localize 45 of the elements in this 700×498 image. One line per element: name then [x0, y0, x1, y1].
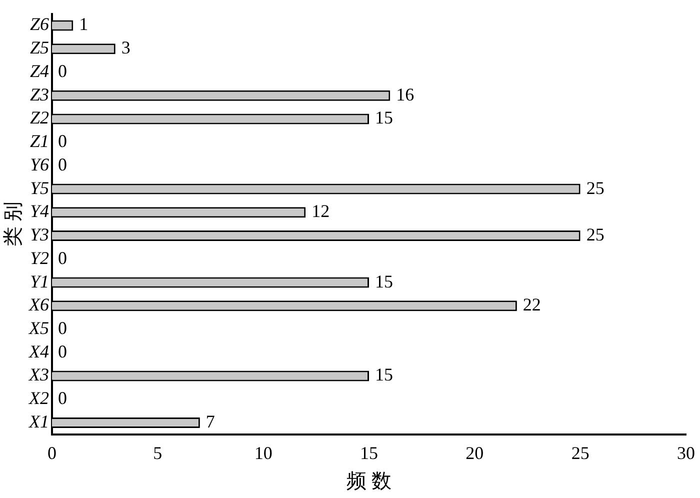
y-tick-label: Y3 — [30, 224, 49, 245]
data-label: 0 — [58, 60, 67, 81]
x-tick-label: 15 — [360, 442, 378, 463]
y-tick-label: Z3 — [30, 84, 49, 104]
y-axis-title: 类 别 — [2, 202, 24, 247]
y-tick-label: Z6 — [30, 14, 49, 34]
y-tick-label: Y1 — [30, 271, 49, 292]
y-tick-label: Y4 — [30, 201, 49, 222]
y-tick-label: Y5 — [30, 178, 49, 198]
data-label: 1 — [79, 14, 88, 34]
data-label: 0 — [58, 341, 67, 362]
data-label: 0 — [58, 154, 67, 174]
data-label: 16 — [396, 84, 414, 104]
x-tick-label: 30 — [677, 442, 695, 463]
data-label: 3 — [121, 38, 130, 58]
x-tick-label: 0 — [47, 442, 56, 463]
data-label: 0 — [58, 131, 67, 152]
y-tick-label: Y6 — [30, 154, 49, 174]
data-label: 25 — [586, 224, 604, 245]
y-tick-label: X5 — [28, 318, 49, 338]
x-tick-label: 10 — [254, 442, 272, 463]
data-label: 15 — [375, 108, 393, 128]
data-label: 12 — [312, 201, 330, 222]
x-tick-label: 20 — [466, 442, 484, 463]
x-tick-label: 5 — [153, 442, 162, 463]
y-tick-label: X1 — [28, 411, 49, 432]
data-label: 15 — [375, 364, 393, 385]
data-label: 15 — [375, 271, 393, 292]
data-label: 22 — [522, 294, 541, 315]
data-label: 0 — [58, 388, 67, 408]
x-tick-label: 25 — [571, 442, 590, 463]
data-label: 7 — [206, 411, 215, 432]
data-label: 0 — [58, 318, 67, 338]
y-tick-label: Z2 — [30, 108, 49, 128]
y-tick-label: Z5 — [30, 38, 49, 58]
y-tick-label: Z4 — [30, 60, 49, 81]
y-tick-label: X6 — [28, 294, 49, 315]
x-axis-title: 频 数 — [346, 470, 392, 492]
y-tick-label: X3 — [28, 364, 49, 385]
y-tick-label: X2 — [28, 388, 49, 408]
y-tick-label: Z1 — [30, 131, 49, 152]
data-label: 0 — [58, 248, 67, 268]
y-tick-label: X4 — [28, 341, 49, 362]
data-label: 25 — [586, 178, 604, 198]
y-tick-label: Y2 — [30, 248, 49, 268]
